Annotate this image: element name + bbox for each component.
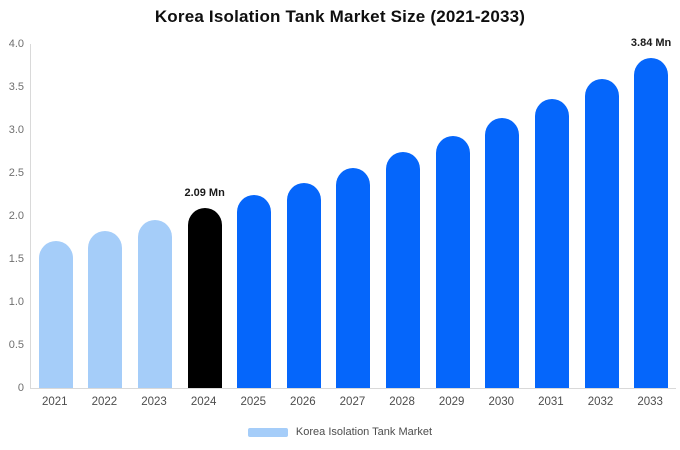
bar-2026[interactable]	[286, 182, 321, 388]
bar-slot-2033: 3.84 Mn	[626, 37, 676, 388]
bar-2024[interactable]	[187, 208, 222, 388]
bar-value-label-2033: 3.84 Mn	[630, 36, 672, 49]
bar-slot-2021	[31, 44, 81, 388]
y-tick-label: 2.5	[8, 167, 24, 179]
y-tick-label: 1.0	[8, 296, 24, 308]
x-tick-label-2029: 2029	[438, 396, 465, 408]
bar-2025[interactable]	[237, 195, 272, 388]
legend[interactable]: Korea Isolation Tank Market	[0, 426, 680, 438]
bar-slot-2031	[527, 44, 577, 388]
x-tick-label-2024: 2024	[190, 396, 217, 408]
bar-2023[interactable]	[138, 220, 173, 388]
plot-area: 2.09 Mn 3.84 Mn	[30, 37, 676, 389]
x-tick-label-2027: 2027	[339, 396, 366, 408]
y-tick-label: 2.0	[8, 210, 24, 222]
bar-2033[interactable]	[634, 57, 669, 388]
bar-slot-2032	[577, 44, 627, 388]
x-tick-label-2033: 2033	[637, 396, 663, 408]
x-tick-label-2025: 2025	[240, 396, 267, 408]
bar-2029[interactable]	[435, 136, 470, 388]
bar-2027[interactable]	[336, 167, 371, 388]
bar-2031[interactable]	[534, 99, 569, 388]
x-tick-label-2023: 2023	[141, 396, 167, 408]
y-tick-label: 4.0	[8, 38, 24, 50]
bar-2021[interactable]	[38, 240, 73, 388]
x-tick-label-2026: 2026	[290, 396, 316, 408]
y-tick-label: 0	[17, 382, 24, 394]
y-tick-label: 3.0	[8, 124, 24, 136]
bar-slot-2027	[329, 44, 379, 388]
bar-slot-2025	[229, 44, 279, 388]
x-axis-labels: 2021 2022 2023 2024 2025 2026 2027 2028 2029 2030…	[30, 396, 675, 408]
bar-value-label-2024: 2.09 Mn	[184, 187, 225, 200]
bar-2030[interactable]	[485, 118, 520, 388]
bar-slot-2029	[428, 44, 478, 388]
x-tick-label-2030: 2030	[488, 396, 515, 408]
bar-slot-2026	[279, 44, 329, 388]
bar-2022[interactable]	[88, 230, 123, 388]
x-tick-label-2028: 2028	[389, 396, 415, 408]
legend-label: Korea Isolation Tank Market	[295, 426, 433, 438]
y-tick-label: 3.5	[8, 81, 24, 93]
bar-slot-2028	[378, 44, 428, 388]
x-tick-label-2032: 2032	[587, 396, 614, 408]
bar-2028[interactable]	[386, 152, 421, 388]
bar-slot-2023	[130, 44, 180, 388]
chart-title: Korea Isolation Tank Market Size (2021-2…	[154, 7, 526, 26]
bar-slot-2030	[477, 44, 527, 388]
bar-slot-2024: 2.09 Mn	[180, 44, 230, 388]
y-tick-label: 1.5	[8, 253, 24, 265]
bar-series: 2.09 Mn 3.84 Mn	[31, 37, 676, 388]
bar-2032[interactable]	[584, 79, 619, 388]
bar-slot-2022	[81, 44, 131, 388]
x-tick-label-2022: 2022	[91, 396, 118, 408]
y-tick-label: 0.5	[8, 339, 24, 351]
x-tick-label-2031: 2031	[538, 396, 564, 408]
x-tick-label-2021: 2021	[42, 396, 68, 408]
legend-swatch-icon	[247, 427, 288, 437]
